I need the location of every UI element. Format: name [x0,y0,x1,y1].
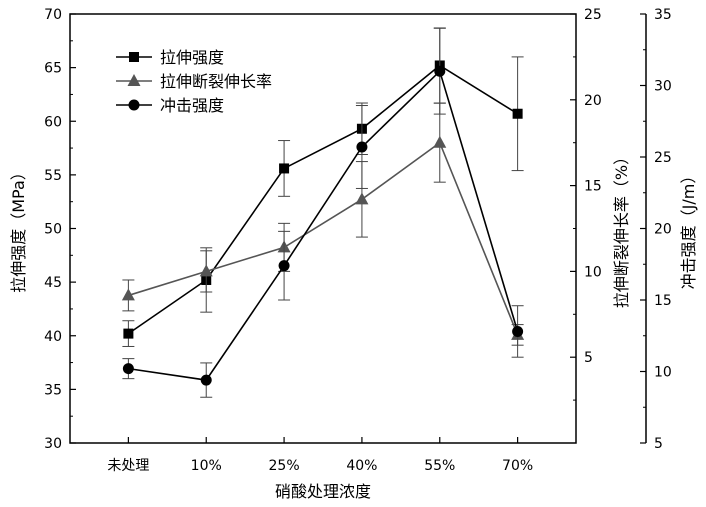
left-tick-label: 35 [44,382,62,398]
data-point [356,141,367,152]
left-tick-label: 40 [44,329,62,345]
legend-item: 拉伸强度 [116,48,224,67]
right1-tick-label: 5 [584,350,593,366]
right2-axis-label: 冲击强度（J/m） [679,168,698,290]
x-axis-label: 硝酸处理浓度 [275,482,371,501]
axes-layer: 30 35 40 45 50 55 60 65 70 5 10 15 20 25 5 10 15 20 25 30 35… [9,7,698,501]
x-tick-label: 25% [269,458,300,474]
right1-tick-label: 10 [584,264,602,280]
data-point [512,326,523,337]
data-point [434,66,445,77]
legend-item: 拉伸断裂伸长率 [116,72,272,91]
series-line [128,71,517,380]
data-point [123,363,134,374]
left-axis-label: 拉伸强度（MPa） [9,164,28,293]
x-tick-label: 未处理 [107,458,149,474]
data-point [279,163,289,173]
x-tick-label: 40% [346,458,377,474]
right2-tick-label: 30 [654,79,672,95]
legend: 拉伸强度拉伸断裂伸长率冲击强度 [116,48,272,115]
legend-label: 冲击强度 [160,96,224,115]
right2-tick-label: 25 [654,150,672,166]
data-point [355,192,368,204]
left-tick-label: 55 [44,168,62,184]
data-point [279,260,290,271]
right1-tick-label: 25 [584,7,602,23]
left-tick-label: 50 [44,222,62,238]
left-tick-label: 60 [44,114,62,130]
legend-marker [129,100,140,111]
right2-tick-label: 15 [654,293,672,309]
right2-tick-label: 10 [654,365,672,381]
left-tick-label: 65 [44,61,62,77]
legend-marker [128,74,141,86]
series-line [128,143,517,335]
x-tick-label: 55% [424,458,455,474]
plot-frame [70,14,576,443]
right1-tick-label: 20 [584,93,602,109]
left-tick-label: 30 [44,436,62,452]
legend-label: 拉伸断裂伸长率 [160,72,272,91]
right2-tick-label: 5 [654,436,663,452]
right1-axis-label: 拉伸断裂伸长率（%） [612,149,631,308]
x-tick-label: 10% [191,458,222,474]
x-tick-label: 70% [502,458,533,474]
data-point [123,329,133,339]
data-point [513,109,523,119]
data-point [433,136,446,148]
series-2 [122,103,524,345]
left-tick-label: 45 [44,275,62,291]
left-tick-label: 70 [44,7,62,23]
data-point [201,375,212,386]
right1-tick-label: 15 [584,179,602,195]
legend-marker [129,52,139,62]
right2-tick-label: 20 [654,222,672,238]
right2-tick-label: 35 [654,7,672,23]
legend-label: 拉伸强度 [160,48,224,67]
legend-item: 冲击强度 [116,96,224,115]
